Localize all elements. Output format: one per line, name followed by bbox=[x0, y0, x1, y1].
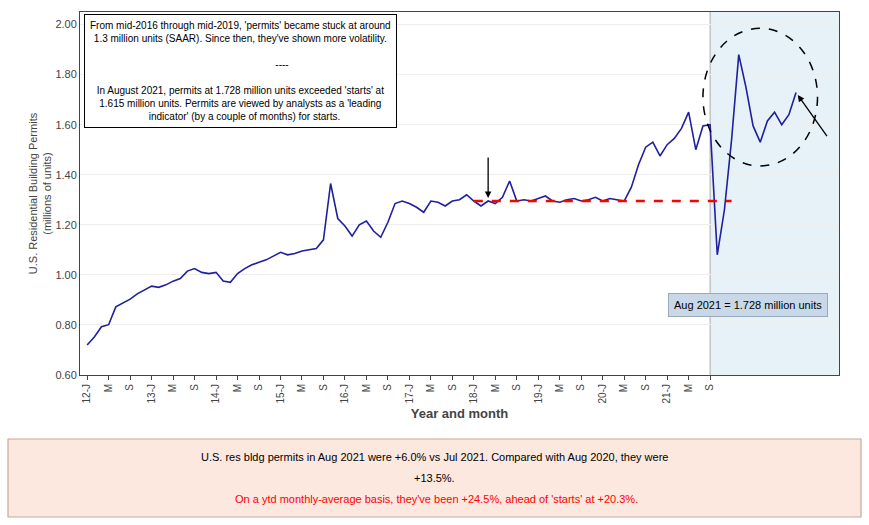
svg-text:S: S bbox=[124, 384, 135, 391]
svg-text:S: S bbox=[318, 384, 329, 391]
svg-text:1.40: 1.40 bbox=[55, 169, 76, 181]
svg-text:M: M bbox=[683, 384, 694, 392]
svg-text:17-J: 17-J bbox=[404, 384, 415, 403]
svg-text:0.60: 0.60 bbox=[55, 369, 76, 381]
svg-text:13-J: 13-J bbox=[146, 384, 157, 403]
svg-text:M: M bbox=[618, 384, 629, 392]
svg-text:U.S. res bldg permits in Aug 2: U.S. res bldg permits in Aug 2021 were +… bbox=[201, 451, 668, 463]
svg-text:S: S bbox=[575, 384, 586, 391]
svg-text:M: M bbox=[361, 384, 372, 392]
svg-text:20-J: 20-J bbox=[597, 384, 608, 403]
svg-text:S: S bbox=[640, 384, 651, 391]
svg-text:2.00: 2.00 bbox=[55, 18, 76, 30]
svg-text:1.60: 1.60 bbox=[55, 119, 76, 131]
svg-text:1.80: 1.80 bbox=[55, 68, 76, 80]
svg-text:21-J: 21-J bbox=[661, 384, 672, 403]
svg-text:S: S bbox=[382, 384, 393, 391]
svg-text:M: M bbox=[103, 384, 114, 392]
svg-text:14-J: 14-J bbox=[210, 384, 221, 403]
svg-text:S: S bbox=[447, 384, 458, 391]
svg-text:S: S bbox=[511, 384, 522, 391]
svg-text:M: M bbox=[554, 384, 565, 392]
svg-text:On a ytd monthly-average basis: On a ytd monthly-average basis, they've … bbox=[232, 493, 638, 505]
svg-text:+13.5%.: +13.5%. bbox=[414, 472, 455, 484]
svg-text:U.S. Residential Building Perm: U.S. Residential Building Permits(millio… bbox=[27, 112, 53, 274]
svg-text:M: M bbox=[167, 384, 178, 392]
svg-text:S: S bbox=[704, 384, 715, 391]
svg-text:From mid-2016 through mid-2019: From mid-2016 through mid-2019, 'permits… bbox=[90, 20, 391, 122]
svg-text:Aug 2021 = 1.728 million units: Aug 2021 = 1.728 million units bbox=[674, 299, 822, 311]
svg-text:S: S bbox=[253, 384, 264, 391]
svg-text:Year and month: Year and month bbox=[411, 406, 509, 421]
svg-text:16-J: 16-J bbox=[339, 384, 350, 403]
svg-text:15-J: 15-J bbox=[275, 384, 286, 403]
svg-text:18-J: 18-J bbox=[468, 384, 479, 403]
svg-text:M: M bbox=[232, 384, 243, 392]
svg-text:0.80: 0.80 bbox=[55, 319, 76, 331]
svg-text:19-J: 19-J bbox=[533, 384, 544, 403]
svg-text:12-J: 12-J bbox=[81, 384, 92, 403]
svg-text:S: S bbox=[189, 384, 200, 391]
svg-text:M: M bbox=[425, 384, 436, 392]
svg-text:1.00: 1.00 bbox=[55, 269, 76, 281]
svg-text:M: M bbox=[296, 384, 307, 392]
svg-text:M: M bbox=[490, 384, 501, 392]
svg-text:1.20: 1.20 bbox=[55, 219, 76, 231]
